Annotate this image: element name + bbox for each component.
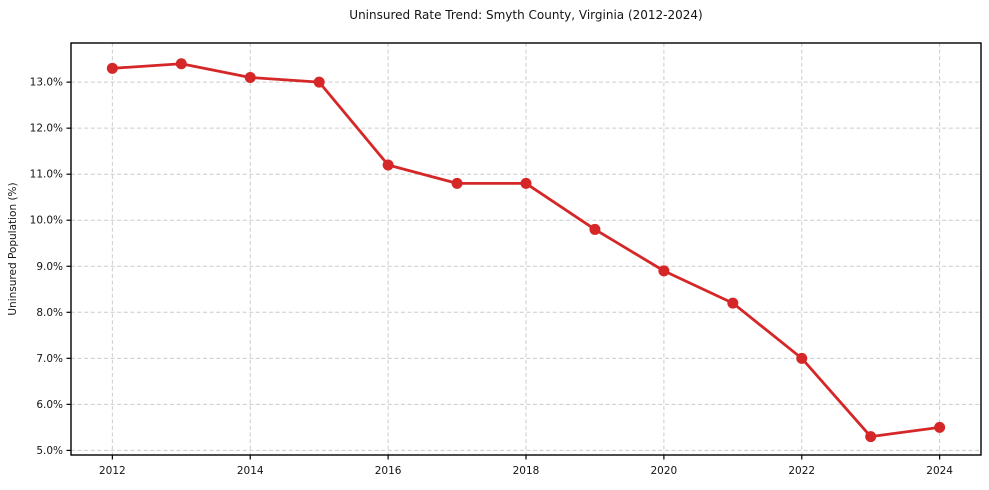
y-tick-label: 6.0% [36,399,63,411]
y-tick-label: 7.0% [36,353,63,365]
y-tick-label: 13.0% [30,77,63,89]
y-tick-label: 12.0% [30,123,63,135]
x-tick-label: 2014 [237,465,264,477]
x-tick-label: 2018 [513,465,540,477]
y-tick-label: 9.0% [36,261,63,273]
x-tick-label: 2024 [926,465,953,477]
data-point [865,431,877,443]
chart-title: Uninsured Rate Trend: Smyth County, Virg… [349,8,703,22]
y-tick-label: 10.0% [30,215,63,227]
data-point [106,62,118,74]
data-point [658,265,670,277]
data-point [313,76,325,88]
y-tick-label: 5.0% [36,445,63,457]
x-tick-label: 2020 [651,465,678,477]
y-tick-label: 11.0% [30,169,63,181]
x-tick-label: 2016 [375,465,402,477]
data-point [175,58,187,70]
data-point [451,177,463,189]
data-point [589,223,601,235]
data-point [934,421,946,433]
y-tick-label: 8.0% [36,307,63,319]
x-tick-label: 2022 [788,465,815,477]
data-point [796,352,808,364]
x-tick-label: 2012 [99,465,126,477]
data-point [727,297,739,309]
data-point [244,72,256,84]
data-point [520,177,532,189]
data-point [382,159,394,171]
